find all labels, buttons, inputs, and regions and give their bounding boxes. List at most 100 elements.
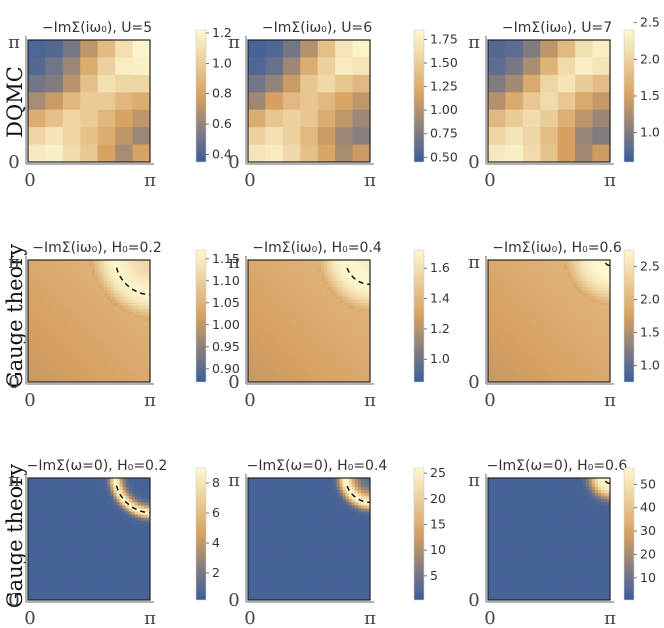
heatmap-cell xyxy=(585,366,590,371)
heatmap-cell xyxy=(360,363,365,368)
heatmap-cell xyxy=(28,366,32,371)
heatmap-cell xyxy=(263,305,267,310)
heatmap-cell xyxy=(272,263,277,267)
heatmap-cell xyxy=(28,321,32,325)
heatmap-cell xyxy=(251,302,255,307)
heatmap-cell xyxy=(597,266,602,270)
heatmap-cell xyxy=(561,311,565,316)
heatmap-cell xyxy=(591,324,596,328)
heatmap-cell xyxy=(290,311,295,316)
y-tick-pi: π xyxy=(8,252,20,273)
heatmap-cell xyxy=(55,311,60,316)
heatmap-cell xyxy=(46,281,50,285)
heatmap-cell xyxy=(552,369,556,374)
heatmap-cell xyxy=(366,348,370,353)
heatmap-cell xyxy=(357,296,362,301)
heatmap-cell xyxy=(494,302,498,307)
heatmap-cell xyxy=(284,287,289,292)
heatmap-cell xyxy=(296,366,301,371)
heatmap-cell xyxy=(533,360,538,365)
colorbar-tick-label: 1.50 xyxy=(430,55,458,70)
heatmap-cell xyxy=(339,333,344,337)
heatmap-cell xyxy=(52,317,57,322)
heatmap-cell xyxy=(522,57,541,76)
heatmap-cell xyxy=(143,348,148,353)
heatmap-cell xyxy=(116,260,121,264)
heatmap-cell xyxy=(34,324,38,328)
heatmap-cell xyxy=(119,351,124,356)
heatmap-cell xyxy=(366,308,370,313)
heatmap-cell xyxy=(284,305,289,310)
heatmap-cell xyxy=(518,284,523,289)
heatmap-cell xyxy=(348,375,353,380)
heatmap-cell xyxy=(92,369,96,374)
heatmap-cell xyxy=(497,375,501,380)
heatmap-cell xyxy=(366,311,370,316)
heatmap-cell xyxy=(594,278,599,282)
heatmap-cell xyxy=(95,345,99,350)
heatmap-cell xyxy=(43,369,47,374)
heatmap-cell xyxy=(116,354,121,359)
heatmap-cell xyxy=(363,357,368,362)
heatmap-cell xyxy=(527,314,532,319)
heatmap-cell xyxy=(315,345,319,350)
heatmap-cell xyxy=(76,317,81,322)
heatmap-cell xyxy=(506,363,510,368)
heatmap-cell xyxy=(128,342,133,346)
heatmap-cell xyxy=(95,363,99,368)
heatmap-cell xyxy=(275,378,280,382)
heatmap-cell xyxy=(293,275,298,279)
heatmap-cell xyxy=(76,275,81,279)
heatmap-cell xyxy=(533,345,538,350)
heatmap-cell xyxy=(260,281,264,285)
heatmap-cell xyxy=(128,278,133,282)
heatmap-cell xyxy=(588,287,593,292)
heatmap-cell xyxy=(302,360,307,365)
heatmap-cell xyxy=(564,299,568,304)
heatmap-cell xyxy=(260,366,264,371)
heatmap-cell xyxy=(515,302,520,307)
heatmap-cell xyxy=(64,342,69,346)
heatmap-cell xyxy=(52,327,57,331)
heatmap-cell xyxy=(266,287,270,292)
heatmap-cell xyxy=(76,333,81,337)
heatmap-cell xyxy=(336,293,341,298)
heatmap-cell xyxy=(588,342,593,346)
heatmap-cell xyxy=(545,321,550,325)
heatmap-cell xyxy=(518,287,523,292)
heatmap-cell xyxy=(110,324,114,328)
heatmap-cell xyxy=(585,321,590,325)
heatmap-cell xyxy=(82,327,87,331)
heatmap-cell xyxy=(28,360,32,365)
heatmap-cell xyxy=(348,351,353,356)
heatmap-cell xyxy=(588,348,593,353)
heatmap-cell xyxy=(360,372,365,377)
heatmap-cell xyxy=(318,345,322,350)
heatmap-cell xyxy=(34,278,38,282)
heatmap-cell xyxy=(73,311,78,316)
heatmap-cell xyxy=(330,269,334,273)
heatmap-cell xyxy=(491,260,495,264)
heatmap-cell xyxy=(260,327,264,331)
heatmap-cell xyxy=(131,345,136,350)
heatmap-cell xyxy=(591,299,596,304)
heatmap-cell xyxy=(530,296,535,301)
heatmap-cell xyxy=(98,287,102,292)
heatmap-cell xyxy=(263,378,267,382)
heatmap-cell xyxy=(46,369,50,374)
heatmap-cell xyxy=(34,296,38,301)
heatmap-cell xyxy=(260,260,264,264)
heatmap-cell xyxy=(92,330,96,334)
heatmap-cell xyxy=(278,369,283,374)
heatmap-cell xyxy=(500,372,504,377)
heatmap-cell xyxy=(266,299,270,304)
heatmap-cell xyxy=(600,336,605,340)
heatmap-cell xyxy=(64,375,69,380)
heatmap-cell xyxy=(539,284,544,289)
heatmap-cell xyxy=(28,348,32,353)
heatmap-cell xyxy=(143,317,148,322)
heatmap-cell xyxy=(597,275,602,279)
heatmap-cell xyxy=(122,272,127,276)
heatmap-cell xyxy=(524,330,529,334)
heatmap-cell xyxy=(281,317,286,322)
